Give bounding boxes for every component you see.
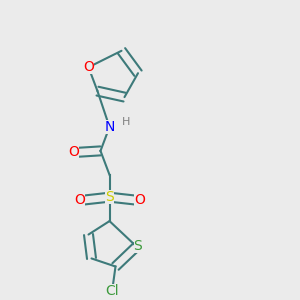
Text: S: S bbox=[105, 190, 114, 204]
Text: S: S bbox=[134, 239, 142, 254]
Text: O: O bbox=[83, 60, 94, 74]
Text: O: O bbox=[68, 146, 79, 159]
Text: Cl: Cl bbox=[106, 284, 119, 298]
Text: O: O bbox=[134, 193, 145, 207]
Text: H: H bbox=[122, 118, 130, 128]
Text: N: N bbox=[104, 120, 115, 134]
Text: O: O bbox=[74, 193, 85, 207]
